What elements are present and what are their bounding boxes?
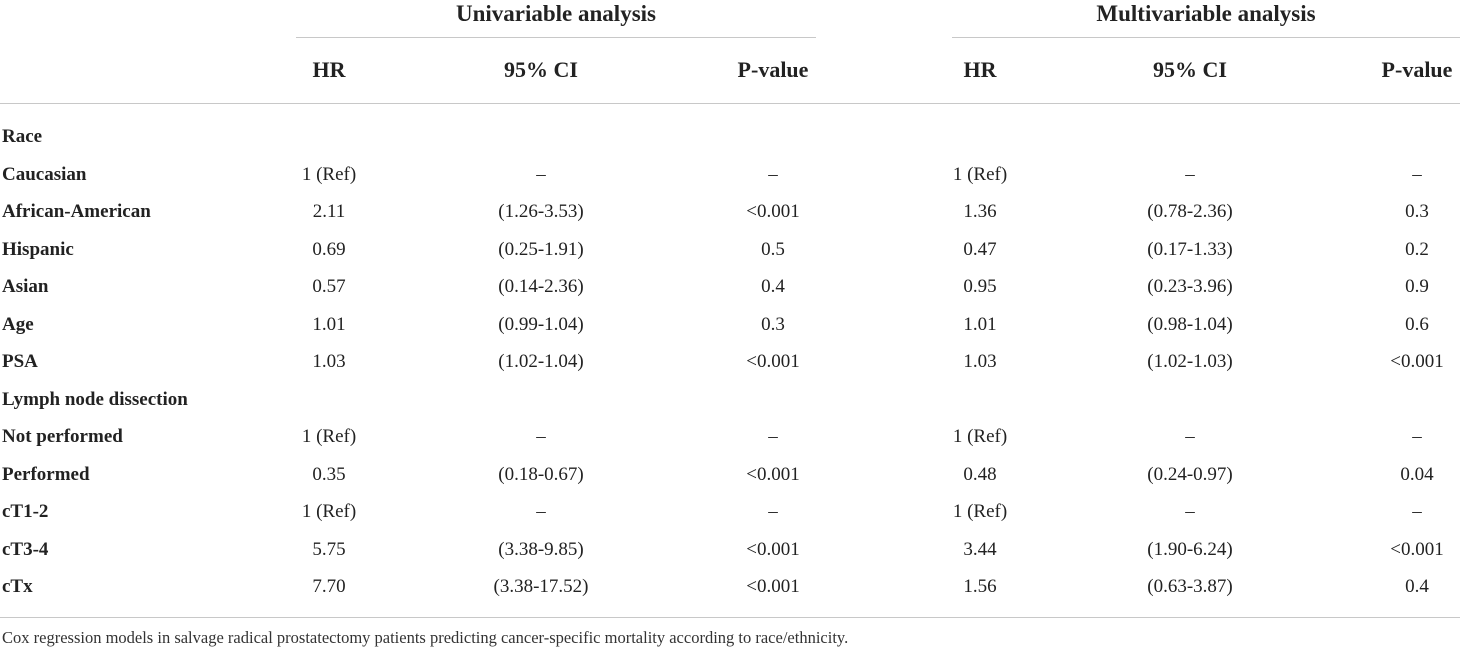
cell-ci-uni: (1.26-3.53) <box>498 201 584 222</box>
column-header-hr-uni: HR <box>312 57 346 82</box>
cell-hr-multi: 1.03 <box>963 351 997 372</box>
table-caption: Cox regression models in salvage radical… <box>2 628 849 647</box>
row-label: Lymph node dissection <box>2 388 188 410</box>
cell-ci-multi: – <box>1185 501 1195 522</box>
cell-ci-multi: (0.23-3.96) <box>1147 276 1233 297</box>
cell-pvalue-multi: 0.4 <box>1405 576 1429 597</box>
cell-ci-multi: (0.24-0.97) <box>1147 463 1233 485</box>
cell-pvalue-uni: – <box>768 426 778 447</box>
cell-ci-uni: (3.38-17.52) <box>493 576 589 597</box>
row-label: Caucasian <box>2 163 87 185</box>
cell-pvalue-multi: <0.001 <box>1390 538 1444 560</box>
cell-ci-uni: (0.25-1.91) <box>498 238 584 260</box>
row-label: cT1-2 <box>2 501 49 522</box>
cell-ci-multi: – <box>1185 426 1195 447</box>
cell-pvalue-multi: 0.3 <box>1405 201 1429 222</box>
cell-pvalue-multi: <0.001 <box>1390 351 1444 372</box>
cell-ci-multi: (0.17-1.33) <box>1147 238 1233 260</box>
row-label: African-American <box>2 201 151 222</box>
column-header-hr-multi: HR <box>963 57 997 82</box>
cell-hr-uni: 0.57 <box>312 276 346 297</box>
row-label: Age <box>2 313 34 335</box>
cell-hr-uni: 0.69 <box>312 238 346 260</box>
cell-ci-uni: (1.02-1.04) <box>498 351 584 372</box>
group-header-multivariable: Multivariable analysis <box>1096 1 1316 26</box>
cell-ci-multi: (0.98-1.04) <box>1147 313 1233 335</box>
cell-hr-uni: 1.03 <box>312 351 346 372</box>
header-divider <box>0 103 1460 104</box>
column-header-pvalue-uni: P-value <box>737 57 809 82</box>
table-bottom-rule <box>0 617 1460 618</box>
cell-pvalue-uni: 0.3 <box>761 313 785 335</box>
cell-hr-uni: 0.35 <box>312 463 346 485</box>
cell-ci-multi: (0.78-2.36) <box>1147 201 1233 222</box>
cell-hr-uni: 7.70 <box>312 576 346 597</box>
cell-hr-uni: 5.75 <box>312 538 346 560</box>
row-label: Asian <box>2 276 49 297</box>
cell-hr-multi: 0.47 <box>963 238 997 260</box>
cell-pvalue-uni: <0.001 <box>746 576 800 597</box>
cell-ci-uni: – <box>536 163 546 185</box>
cell-ci-multi: – <box>1185 163 1195 185</box>
cell-ci-uni: – <box>536 426 546 447</box>
cell-hr-multi: 1 (Ref) <box>952 501 1008 522</box>
cell-ci-multi: (1.02-1.03) <box>1147 351 1233 372</box>
cell-pvalue-uni: 0.4 <box>761 276 785 297</box>
group-underline-univariable <box>296 37 816 38</box>
cell-hr-uni: 2.11 <box>312 201 346 222</box>
cell-pvalue-multi: – <box>1412 163 1422 185</box>
cell-ci-multi: (1.90-6.24) <box>1147 538 1233 560</box>
cell-pvalue-multi: – <box>1412 426 1422 447</box>
cell-pvalue-multi: 0.04 <box>1400 463 1434 485</box>
cell-pvalue-uni: – <box>768 163 778 185</box>
cell-pvalue-uni: – <box>768 501 778 522</box>
cell-hr-multi: 1 (Ref) <box>952 426 1008 447</box>
cell-ci-uni: (0.14-2.36) <box>498 276 584 297</box>
column-header-ci-uni: 95% CI <box>504 57 578 82</box>
cell-pvalue-uni: 0.5 <box>761 238 785 260</box>
cell-ci-uni: (0.18-0.67) <box>498 463 584 485</box>
cell-hr-multi: 1.36 <box>963 201 997 222</box>
row-label: PSA <box>2 351 38 372</box>
cell-hr-multi: 1.56 <box>963 576 997 597</box>
cell-ci-uni: (0.99-1.04) <box>498 313 584 335</box>
row-label: Race <box>2 126 43 147</box>
cell-pvalue-uni: <0.001 <box>746 351 800 372</box>
cell-hr-uni: 1.01 <box>312 313 346 335</box>
cell-hr-uni: 1 (Ref) <box>301 163 357 185</box>
cell-pvalue-uni: <0.001 <box>746 538 800 560</box>
group-underline-multivariable <box>952 37 1460 38</box>
group-header-univariable: Univariable analysis <box>455 1 656 26</box>
row-label: Not performed <box>2 426 123 447</box>
cell-hr-multi: 1.01 <box>963 313 997 335</box>
column-header-ci-multi: 95% CI <box>1153 57 1227 82</box>
column-header-pvalue-multi: P-value <box>1381 57 1453 82</box>
cell-pvalue-multi: – <box>1412 501 1422 522</box>
cell-pvalue-uni: <0.001 <box>746 201 800 222</box>
cell-pvalue-multi: 0.6 <box>1405 313 1429 335</box>
cell-ci-uni: – <box>536 501 546 522</box>
row-label: cTx <box>2 576 33 597</box>
cell-pvalue-multi: 0.9 <box>1405 276 1429 297</box>
cell-hr-multi: 3.44 <box>963 538 997 560</box>
row-label: cT3-4 <box>2 538 49 560</box>
cell-ci-multi: (0.63-3.87) <box>1147 576 1233 597</box>
row-label: Hispanic <box>2 238 74 260</box>
cell-pvalue-multi: 0.2 <box>1405 238 1429 260</box>
cell-pvalue-uni: <0.001 <box>746 463 800 485</box>
cell-hr-multi: 0.48 <box>963 463 997 485</box>
cell-ci-uni: (3.38-9.85) <box>498 538 584 560</box>
row-label: Performed <box>2 463 90 485</box>
cell-hr-uni: 1 (Ref) <box>301 426 357 447</box>
cell-hr-multi: 0.95 <box>963 276 997 297</box>
cell-hr-uni: 1 (Ref) <box>301 501 357 522</box>
cell-hr-multi: 1 (Ref) <box>952 163 1008 185</box>
